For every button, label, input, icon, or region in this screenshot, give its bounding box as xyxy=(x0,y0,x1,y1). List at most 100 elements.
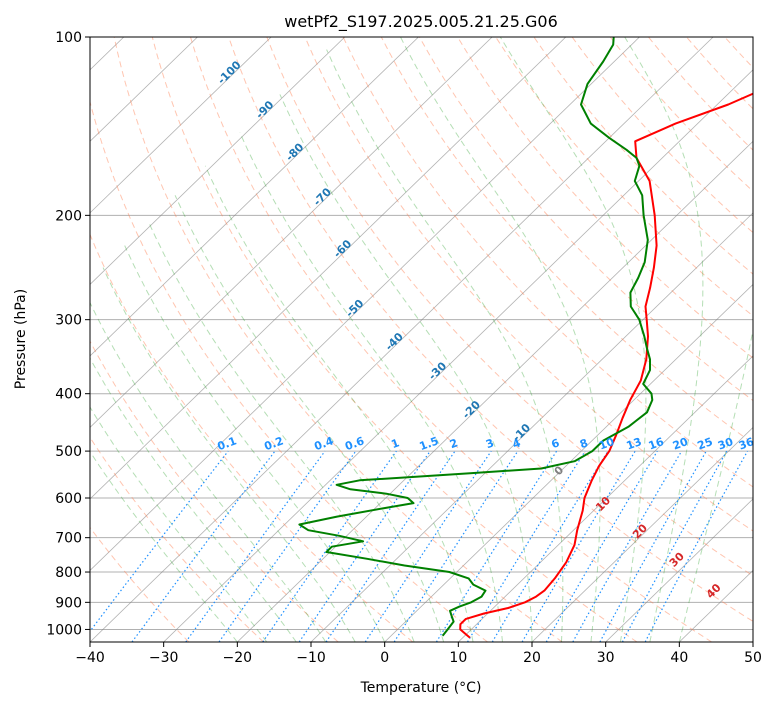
moist-adiabat xyxy=(400,37,601,642)
dewpoint-line xyxy=(298,37,654,637)
isotherm-label: -50 xyxy=(343,297,366,320)
dry-adiabat xyxy=(418,37,753,402)
x-tick-label: 40 xyxy=(670,650,688,666)
mixing-ratio-line xyxy=(262,450,397,642)
isotherm-line xyxy=(90,37,346,285)
dry-adiabat-label: 10 xyxy=(593,494,613,514)
moist-adiabat xyxy=(624,37,704,642)
y-axis-label: Pressure (hPa) xyxy=(13,289,29,389)
dry-adiabat xyxy=(342,37,753,488)
x-tick-label: −20 xyxy=(223,650,253,666)
mixing-ratio-line xyxy=(644,450,749,642)
x-tick-label: −10 xyxy=(296,650,326,666)
mixing-ratio-label: 8 xyxy=(578,436,590,451)
x-tick-label: −30 xyxy=(149,650,179,666)
dry-adiabat xyxy=(457,37,753,359)
dry-adiabat xyxy=(228,37,753,622)
isotherm-line xyxy=(384,283,753,642)
mixing-ratio-label: 20 xyxy=(671,435,690,453)
dry-adiabat xyxy=(151,37,638,642)
mixing-ratio-label: 0.1 xyxy=(216,434,239,453)
dry-adiabat xyxy=(190,37,712,642)
mixing-ratio-line xyxy=(466,450,586,642)
y-tick-label: 200 xyxy=(55,208,82,224)
mixing-ratio-label: 2 xyxy=(448,436,460,451)
mixing-ratio-label: 6 xyxy=(550,436,562,451)
mixing-ratio-label: 13 xyxy=(625,435,644,452)
moist-adiabat xyxy=(102,267,356,642)
mixing-ratio-line xyxy=(90,450,229,633)
mixing-ratio-label: 25 xyxy=(696,435,715,452)
isotherm-line xyxy=(237,140,753,642)
mixing-ratio-label: 30 xyxy=(716,435,735,453)
dry-adiabat xyxy=(648,37,753,151)
mixing-ratio-label: 1 xyxy=(389,436,401,451)
moist-adiabat xyxy=(174,195,445,642)
isotherm-label: -80 xyxy=(283,140,306,163)
mixing-ratio-line xyxy=(393,450,519,642)
mixing-ratio-line xyxy=(599,450,707,642)
isotherm-label: -40 xyxy=(383,330,406,353)
dry-adiabat xyxy=(609,37,753,192)
moist-adiabat xyxy=(90,406,268,642)
y-tick-label: 300 xyxy=(55,313,82,329)
dry-adiabat xyxy=(380,37,753,445)
dry-adiabat xyxy=(571,37,753,234)
isotherm-line xyxy=(90,37,419,357)
mixing-ratio-label: 1.5 xyxy=(418,434,441,453)
mixing-ratio-label: 10 xyxy=(597,435,616,453)
mixing-ratio-line xyxy=(218,450,357,642)
moist-adiabat xyxy=(678,327,753,642)
moist-adiabat xyxy=(326,49,564,642)
chart-title: wetPf2_S197.2025.005.21.25.G06 xyxy=(284,12,558,32)
dry-adiabat xyxy=(763,37,775,642)
isotherm-line xyxy=(752,641,753,642)
moist-adiabat xyxy=(204,165,474,642)
dry-adiabat xyxy=(495,37,753,317)
moist-adiabat xyxy=(124,245,386,642)
moist-adiabat xyxy=(90,301,327,642)
x-tick-label: 0 xyxy=(380,650,389,666)
y-tick-label: 600 xyxy=(55,491,82,507)
dry-adiabat xyxy=(266,37,753,577)
mixing-ratio-line xyxy=(185,450,326,642)
mixing-ratio-label: 0.2 xyxy=(262,434,285,453)
dry-adiabat xyxy=(113,37,563,642)
y-tick-label: 500 xyxy=(55,444,82,460)
isotherm-label: -100 xyxy=(215,58,244,87)
isotherm-label: -60 xyxy=(331,237,354,260)
y-tick-label: 100 xyxy=(55,30,82,46)
moist-adiabat xyxy=(90,357,297,642)
dry-adiabat xyxy=(90,340,339,642)
dry-adiabat xyxy=(90,100,488,642)
isotherm-label: -20 xyxy=(460,398,483,421)
y-tick-label: 800 xyxy=(55,565,82,581)
mixing-ratio-line xyxy=(572,450,683,642)
mixing-ratio-line xyxy=(131,450,276,642)
mixing-ratio-label: 4 xyxy=(511,436,523,451)
mixing-ratio-label: 0.6 xyxy=(343,434,366,453)
plot-frame xyxy=(89,36,754,643)
isotherm-label: -90 xyxy=(253,98,276,121)
dry-adiabat xyxy=(90,436,264,642)
moist-adiabat xyxy=(148,221,415,642)
dry-adiabat xyxy=(90,233,414,642)
dry-adiabat-label: 40 xyxy=(704,581,724,601)
mixing-ratio-line xyxy=(435,450,558,642)
dry-adiabat-label: 20 xyxy=(630,521,650,541)
moist-adiabat xyxy=(90,450,238,642)
x-tick-label: 10 xyxy=(449,650,467,666)
x-axis-label: Temperature (°C) xyxy=(360,680,482,696)
mixing-ratio-line xyxy=(545,450,658,642)
isotherm-line xyxy=(90,37,272,214)
isotherm-line xyxy=(310,212,753,642)
x-tick-label: 50 xyxy=(744,650,762,666)
x-tick-label: −40 xyxy=(75,650,105,666)
isotherm-line xyxy=(90,37,198,142)
dry-adiabat xyxy=(724,37,753,69)
mixing-ratio-line xyxy=(325,450,456,642)
mixing-ratio-label: 36 xyxy=(737,435,756,453)
moist-adiabat xyxy=(499,37,647,642)
isotherm-line xyxy=(605,498,753,642)
